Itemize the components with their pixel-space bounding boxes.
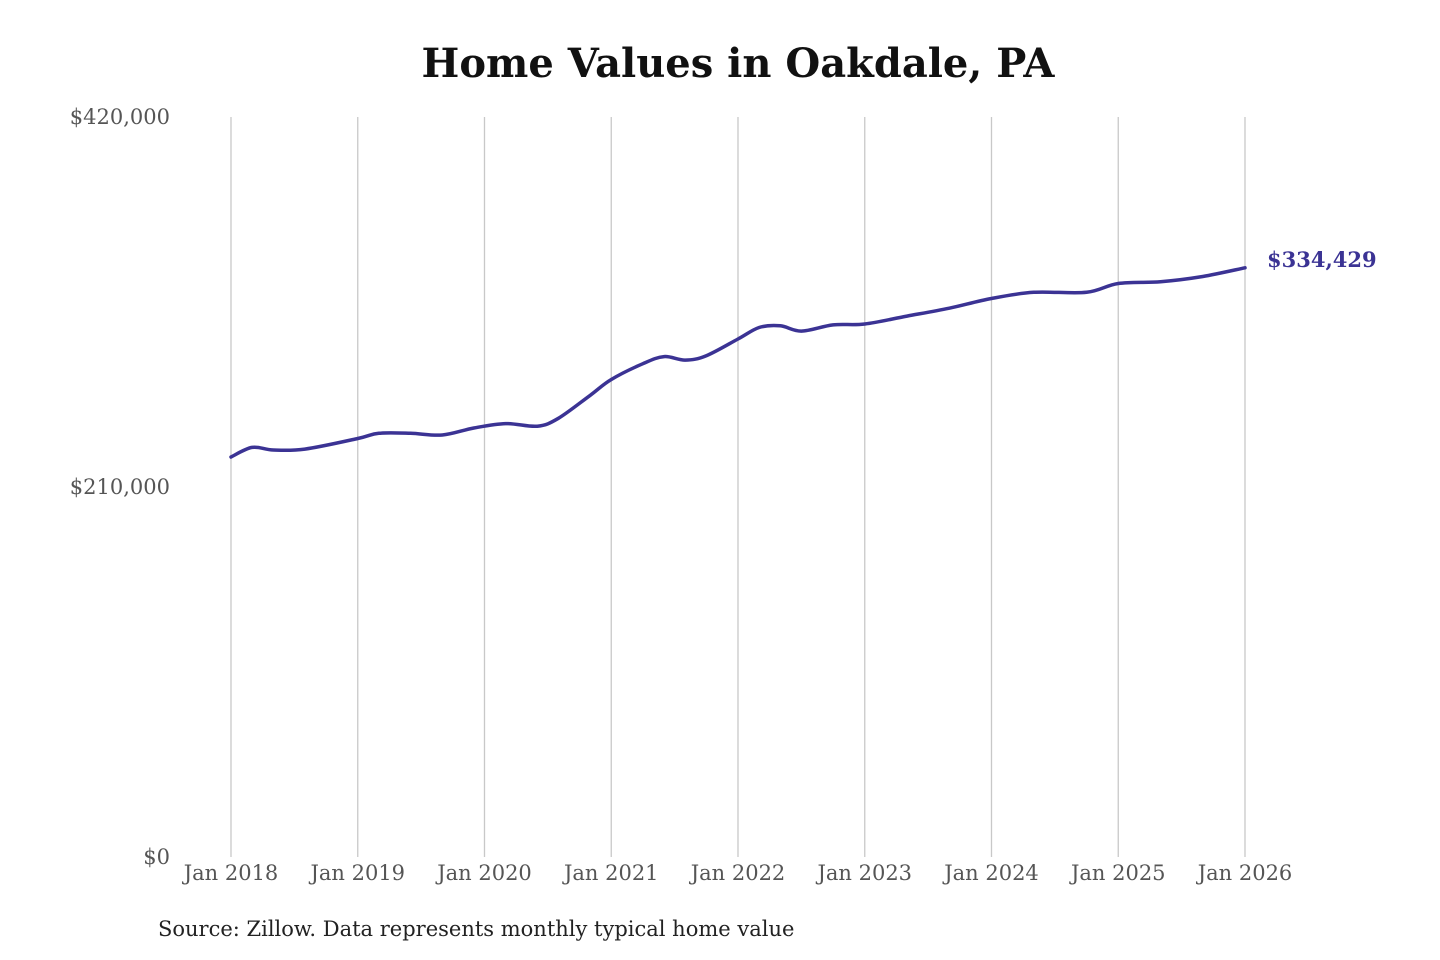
x-tick-label: Jan 2021 <box>562 861 659 885</box>
x-axis-ticks: Jan 2018 Jan 2019 Jan 2020 Jan 2021 Jan 2022… <box>182 861 1293 885</box>
y-tick-label: $420,000 <box>70 105 170 129</box>
x-tick-label: Jan 2022 <box>689 861 786 885</box>
data-labels: $334,429 <box>1267 247 1377 272</box>
x-tick-label: Jan 2026 <box>1196 861 1293 885</box>
y-tick-label: $0 <box>143 845 170 869</box>
series-line <box>229 266 1247 459</box>
x-tick-label: Jan 2020 <box>435 861 532 885</box>
x-tick-label: Jan 2024 <box>942 861 1039 885</box>
series-layer <box>229 266 1247 459</box>
source-note: Source: Zillow. Data represents monthly … <box>158 917 795 941</box>
y-axis-ticks: $0 $210,000 $420,000 <box>70 105 170 869</box>
x-tick-label: Jan 2019 <box>308 861 405 885</box>
gridlines <box>230 117 1246 857</box>
x-tick-label: Jan 2025 <box>1069 861 1166 885</box>
x-tick-label: Jan 2023 <box>815 861 912 885</box>
end-value-label: $334,429 <box>1267 247 1377 272</box>
chart-title: Home Values in Oakdale, PA <box>421 40 1055 87</box>
x-tick-label: Jan 2018 <box>182 861 279 885</box>
y-tick-label: $210,000 <box>70 475 170 499</box>
